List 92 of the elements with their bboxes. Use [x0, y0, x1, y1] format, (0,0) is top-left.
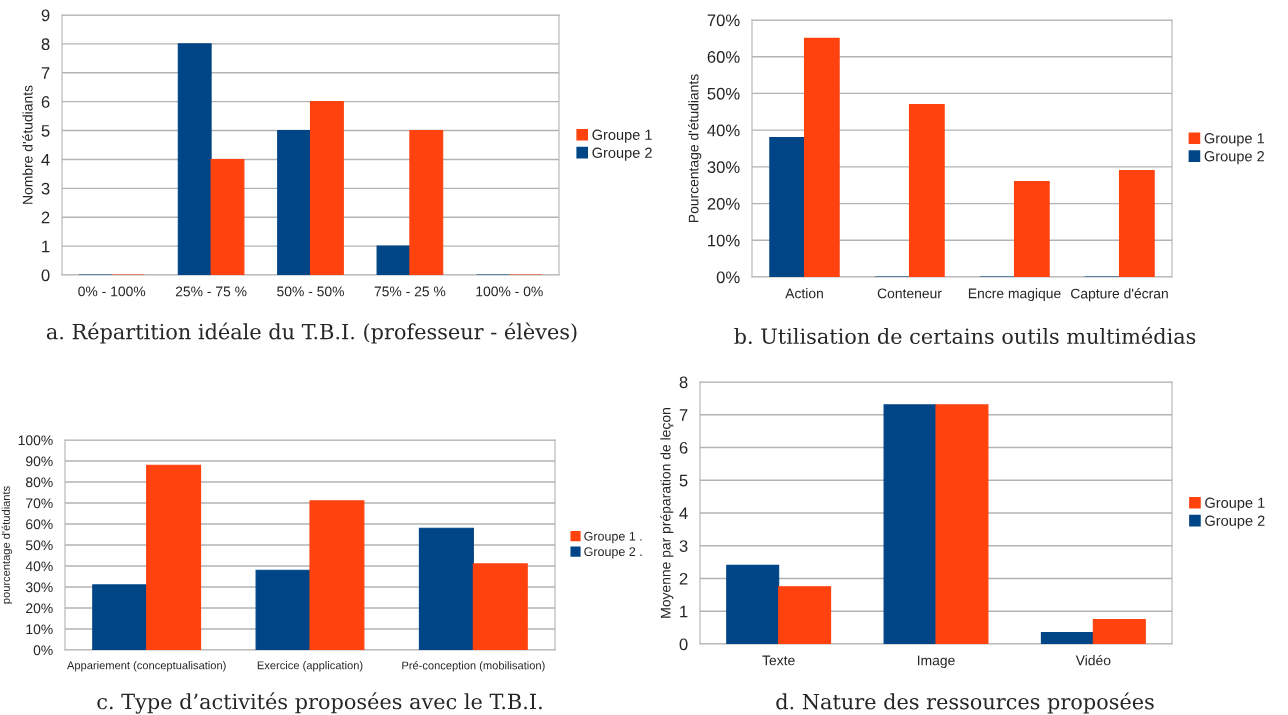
x-tick-label: Exercice (application)	[257, 661, 363, 672]
y-tick-label: 6	[679, 441, 688, 454]
y-tick-label: 5	[41, 125, 50, 137]
legend-label: Groupe 1	[1204, 133, 1264, 147]
y-tick-label: 0	[41, 269, 50, 282]
y-tick-label: 50%	[707, 87, 740, 100]
y-tick-label: 40%	[25, 561, 53, 572]
bar	[309, 500, 365, 650]
y-tick-label: 4	[41, 154, 50, 166]
legend-label: Groupe 1	[592, 129, 652, 143]
y-tick-label: 8	[41, 38, 50, 51]
bar	[146, 464, 202, 650]
bar	[1040, 631, 1094, 644]
bar	[726, 564, 780, 644]
y-tick-label: 2	[41, 211, 50, 224]
y-tick-label: 4	[679, 507, 688, 520]
y-tick-label: 8	[679, 376, 688, 389]
bar	[778, 586, 832, 644]
y-tick-label: 0%	[33, 645, 53, 656]
y-tick-label: 0	[679, 638, 688, 651]
bar	[908, 103, 945, 277]
legend-label: Groupe 1	[1205, 497, 1265, 511]
y-tick-label: 0%	[716, 271, 740, 284]
x-tick-label: 25% - 75 %	[175, 286, 247, 297]
bar	[1118, 169, 1155, 277]
y-tick-label: 50%	[25, 540, 53, 551]
y-tick-label: 100%	[18, 435, 53, 446]
y-tick-label: 70%	[707, 14, 740, 27]
bar	[1092, 618, 1146, 644]
x-tick-label: Image	[917, 655, 955, 669]
y-tick-label: 90%	[26, 456, 53, 467]
y-tick-label: 20%	[707, 197, 740, 210]
x-tick-label: 100% - 0%	[476, 286, 543, 297]
y-axis-title: Nombre d'étudiants	[22, 85, 33, 204]
y-tick-label: 10%	[708, 234, 740, 247]
x-tick-label: 50% - 50%	[277, 286, 344, 297]
y-tick-label: 2	[679, 572, 688, 585]
bar	[210, 158, 245, 275]
bar	[376, 245, 411, 275]
x-tick-label: 75% - 25 %	[374, 286, 446, 297]
x-tick-label: Conteneur	[877, 288, 942, 299]
bar	[409, 130, 444, 275]
x-tick-label: Vidéo	[1075, 654, 1111, 666]
bar	[177, 43, 212, 275]
y-tick-label: 7	[41, 67, 50, 79]
x-tick-label: Appariement (conceptualisation)	[67, 661, 226, 672]
y-axis-title: Moyenne par préparation de leçon	[660, 408, 674, 618]
bar	[1013, 180, 1050, 277]
bar	[935, 404, 989, 644]
y-axis-title: pourcentage d'étudiants	[1, 486, 13, 604]
y-tick-label: 70%	[26, 498, 53, 509]
x-tick-label: Action	[785, 288, 823, 299]
legend-label: Groupe 2	[1204, 151, 1264, 165]
y-tick-label: 1	[680, 605, 688, 618]
y-tick-label: 30%	[707, 161, 740, 174]
legend-label: Groupe 2	[1205, 515, 1265, 529]
y-tick-label: 3	[41, 182, 50, 195]
bar	[883, 404, 937, 644]
y-tick-label: 10%	[26, 624, 53, 635]
x-tick-label: Pré-conception (mobilisation)	[402, 661, 545, 672]
bar	[309, 101, 344, 275]
x-tick-label: 0% - 100%	[78, 286, 146, 297]
x-tick-label: Capture d'écran	[1071, 288, 1168, 302]
legend-label: Groupe 2 .	[584, 547, 642, 559]
y-tick-label: 60%	[707, 51, 740, 63]
bar	[92, 584, 148, 650]
bar	[255, 569, 311, 650]
text: c. Type d’activités proposées avec le T.B.I.	[97, 692, 542, 714]
y-tick-label: 1	[42, 240, 50, 253]
y-tick-label: 6	[41, 96, 50, 108]
y-tick-label: 3	[679, 540, 688, 552]
y-tick-label: 30%	[25, 582, 53, 593]
x-tick-label: Encre magique	[968, 288, 1061, 302]
text: b. Utilisation de certains outils multimédias	[734, 327, 1196, 345]
text: a. Répartition idéale du T.B.I. (professeur - élèves)	[46, 322, 577, 344]
bar	[277, 130, 312, 275]
y-tick-label: 9	[41, 9, 50, 22]
y-tick-label: 7	[679, 409, 688, 421]
bar	[769, 136, 806, 277]
y-tick-label: 60%	[26, 519, 53, 530]
y-tick-label: 80%	[26, 477, 53, 488]
bar	[472, 563, 528, 650]
x-tick-label: Texte	[762, 655, 795, 666]
y-axis-title: Pourcentage d'étudiants	[688, 74, 702, 223]
y-tick-label: 20%	[26, 603, 53, 614]
y-tick-label: 40%	[707, 124, 740, 137]
bar	[803, 37, 840, 277]
bar	[418, 527, 474, 650]
legend-label: Groupe 2	[592, 147, 652, 161]
y-tick-label: 5	[679, 474, 688, 487]
legend-label: Groupe 1 .	[584, 531, 642, 544]
text: d. Nature des ressources proposées	[776, 692, 1154, 714]
